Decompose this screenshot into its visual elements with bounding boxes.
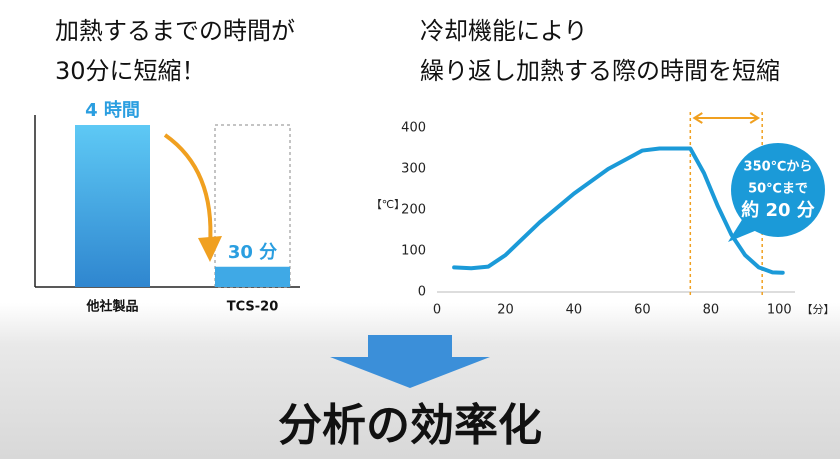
- chart-title: 繰り返し加熱する際の時間を短縮: [420, 57, 780, 85]
- x-tick-label: 0: [433, 303, 441, 318]
- arrow: [163, 133, 213, 246]
- callout: [731, 143, 825, 237]
- conclusion: 分析の効率化: [278, 400, 542, 451]
- y-axis-label: 【℃】: [371, 198, 405, 211]
- y-tick-label: 400: [401, 121, 426, 136]
- y-tick-label: 0: [418, 285, 426, 300]
- y-tick-label: 100: [401, 244, 426, 259]
- x-tick-label: 40: [566, 303, 583, 318]
- line: [452, 146, 785, 275]
- x-tick-label: 80: [703, 303, 720, 318]
- arrow-head: [198, 236, 222, 262]
- x-tick-label: TCS-20: [227, 300, 279, 315]
- annotation: 約 20 分: [741, 199, 815, 221]
- chart-title: 30分に短縮！: [55, 57, 206, 85]
- annotation: 350℃から: [744, 160, 813, 175]
- bar: [215, 266, 290, 287]
- value-label: 4 時間: [85, 100, 140, 121]
- x-tick-label: 他社製品: [85, 299, 138, 315]
- down-arrow: [330, 335, 490, 388]
- annotation: 50℃まで: [748, 182, 808, 197]
- range-arrow: [692, 112, 761, 124]
- ghost-bar: [214, 124, 291, 288]
- x-tick-label: 100: [767, 303, 792, 318]
- y-tick-label: 300: [401, 162, 426, 177]
- x-tick-label: 60: [634, 303, 651, 318]
- x-axis-label: 【分】: [802, 303, 835, 316]
- bar: [75, 125, 150, 287]
- y-tick-label: 200: [401, 203, 426, 218]
- x-tick-label: 20: [497, 303, 514, 318]
- value-label: 30 分: [228, 242, 277, 263]
- chart-title: 加熱するまでの時間が: [55, 17, 295, 45]
- chart-title: 冷却機能により: [420, 17, 588, 45]
